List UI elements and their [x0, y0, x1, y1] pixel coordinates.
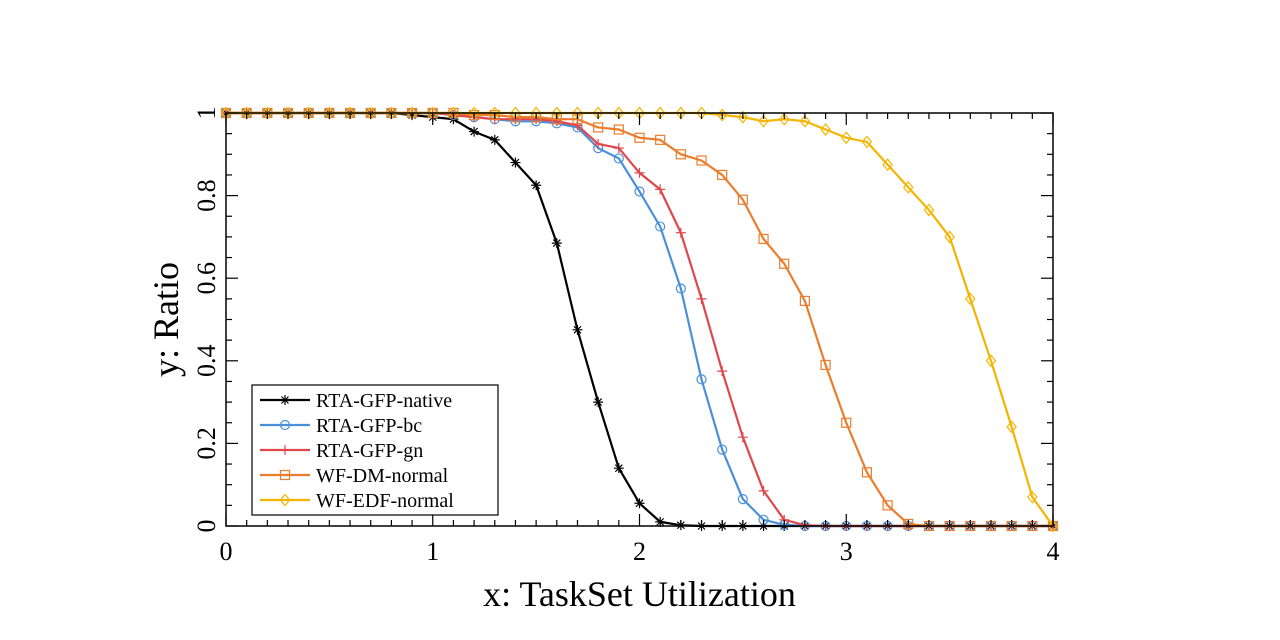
legend-label: WF-EDF-normal — [316, 490, 454, 512]
data-point — [655, 221, 666, 232]
data-point — [737, 194, 748, 205]
data-point — [758, 114, 769, 128]
data-point — [613, 124, 624, 135]
legend-item: RTA-GFP-native — [260, 390, 452, 412]
data-point — [820, 359, 831, 371]
data-point — [1027, 490, 1038, 504]
data-point — [717, 444, 728, 455]
legend-label: WF-DM-normal — [316, 465, 449, 487]
y-tick-label: 0.8 — [192, 179, 221, 212]
data-point — [717, 169, 728, 181]
data-point — [840, 131, 852, 145]
data-point — [572, 120, 583, 131]
y-tick-label: 0.4 — [192, 345, 221, 378]
data-point — [758, 485, 769, 496]
data-point — [675, 149, 686, 160]
legend-marker — [280, 395, 290, 405]
data-point — [799, 295, 811, 307]
legend-label: RTA-GFP-gn — [316, 440, 423, 462]
data-point — [634, 186, 645, 197]
data-point — [882, 500, 893, 511]
x-tick-label: 3 — [840, 537, 853, 566]
data-point — [1006, 420, 1017, 434]
data-point — [634, 498, 645, 509]
data-point — [717, 366, 728, 377]
data-point — [613, 143, 624, 154]
data-point — [778, 112, 790, 126]
data-point — [634, 167, 645, 178]
data-point — [675, 227, 686, 238]
data-point — [965, 292, 976, 306]
data-point — [675, 283, 686, 294]
data-point — [593, 397, 604, 408]
data-point — [613, 463, 624, 474]
legend-item: RTA-GFP-gn — [260, 440, 423, 462]
legend-item: WF-EDF-normal — [260, 490, 454, 512]
data-point — [737, 494, 748, 505]
data-point — [551, 238, 562, 249]
data-point — [737, 432, 748, 443]
data-point — [593, 122, 604, 133]
data-point — [593, 138, 604, 149]
data-point — [655, 184, 666, 195]
data-point — [469, 126, 480, 137]
y-tick-label: 0.2 — [192, 427, 221, 460]
y-tick-label: 0 — [192, 520, 221, 533]
x-tick-label: 0 — [220, 537, 233, 566]
legend: RTA-GFP-native RTA-GFP-bc RTA-GFP-gn WF-DM-… — [251, 384, 499, 516]
legend-label: RTA-GFP-bc — [316, 415, 422, 437]
data-point — [696, 155, 707, 166]
data-point — [799, 114, 811, 128]
data-point — [469, 109, 480, 121]
data-point — [779, 258, 790, 269]
legend-item: RTA-GFP-bc — [260, 415, 422, 437]
legend-marker — [279, 469, 291, 481]
data-point — [613, 153, 624, 164]
data-point — [572, 324, 583, 335]
x-axis-title: x: TaskSet Utilization — [483, 574, 796, 614]
data-point — [903, 518, 914, 530]
data-point — [923, 203, 935, 217]
axes-layer: 0 1 2 3 4 0 0.2 0.4 0.6 0.8 1 — [192, 107, 1060, 567]
data-point — [696, 374, 707, 385]
x-tick-label: 2 — [633, 537, 646, 566]
data-point — [944, 230, 955, 244]
data-point — [902, 180, 914, 194]
data-point — [634, 132, 645, 143]
data-point — [985, 354, 997, 368]
legend-marker — [280, 445, 290, 455]
data-point — [882, 158, 893, 172]
data-point — [820, 123, 831, 136]
data-point — [841, 417, 852, 428]
y-tick-label: 0.6 — [192, 262, 221, 295]
data-point — [489, 109, 500, 121]
legend-label: RTA-GFP-native — [316, 390, 452, 412]
y-tick-label: 1 — [192, 107, 221, 120]
y-axis-title: y: Ratio — [146, 262, 186, 377]
data-point — [861, 467, 873, 478]
data-point — [531, 180, 542, 191]
x-tick-label: 1 — [426, 537, 439, 566]
data-point — [758, 233, 769, 245]
data-point — [510, 157, 521, 168]
legend-marker — [279, 493, 291, 507]
data-point — [489, 134, 500, 145]
data-point — [861, 135, 873, 149]
legend-item: WF-DM-normal — [260, 465, 449, 487]
data-point — [655, 134, 666, 145]
data-point — [737, 110, 749, 124]
legend-marker — [279, 419, 291, 431]
data-point — [1047, 519, 1059, 533]
x-tick-label: 4 — [1047, 537, 1060, 566]
data-point — [696, 293, 707, 304]
